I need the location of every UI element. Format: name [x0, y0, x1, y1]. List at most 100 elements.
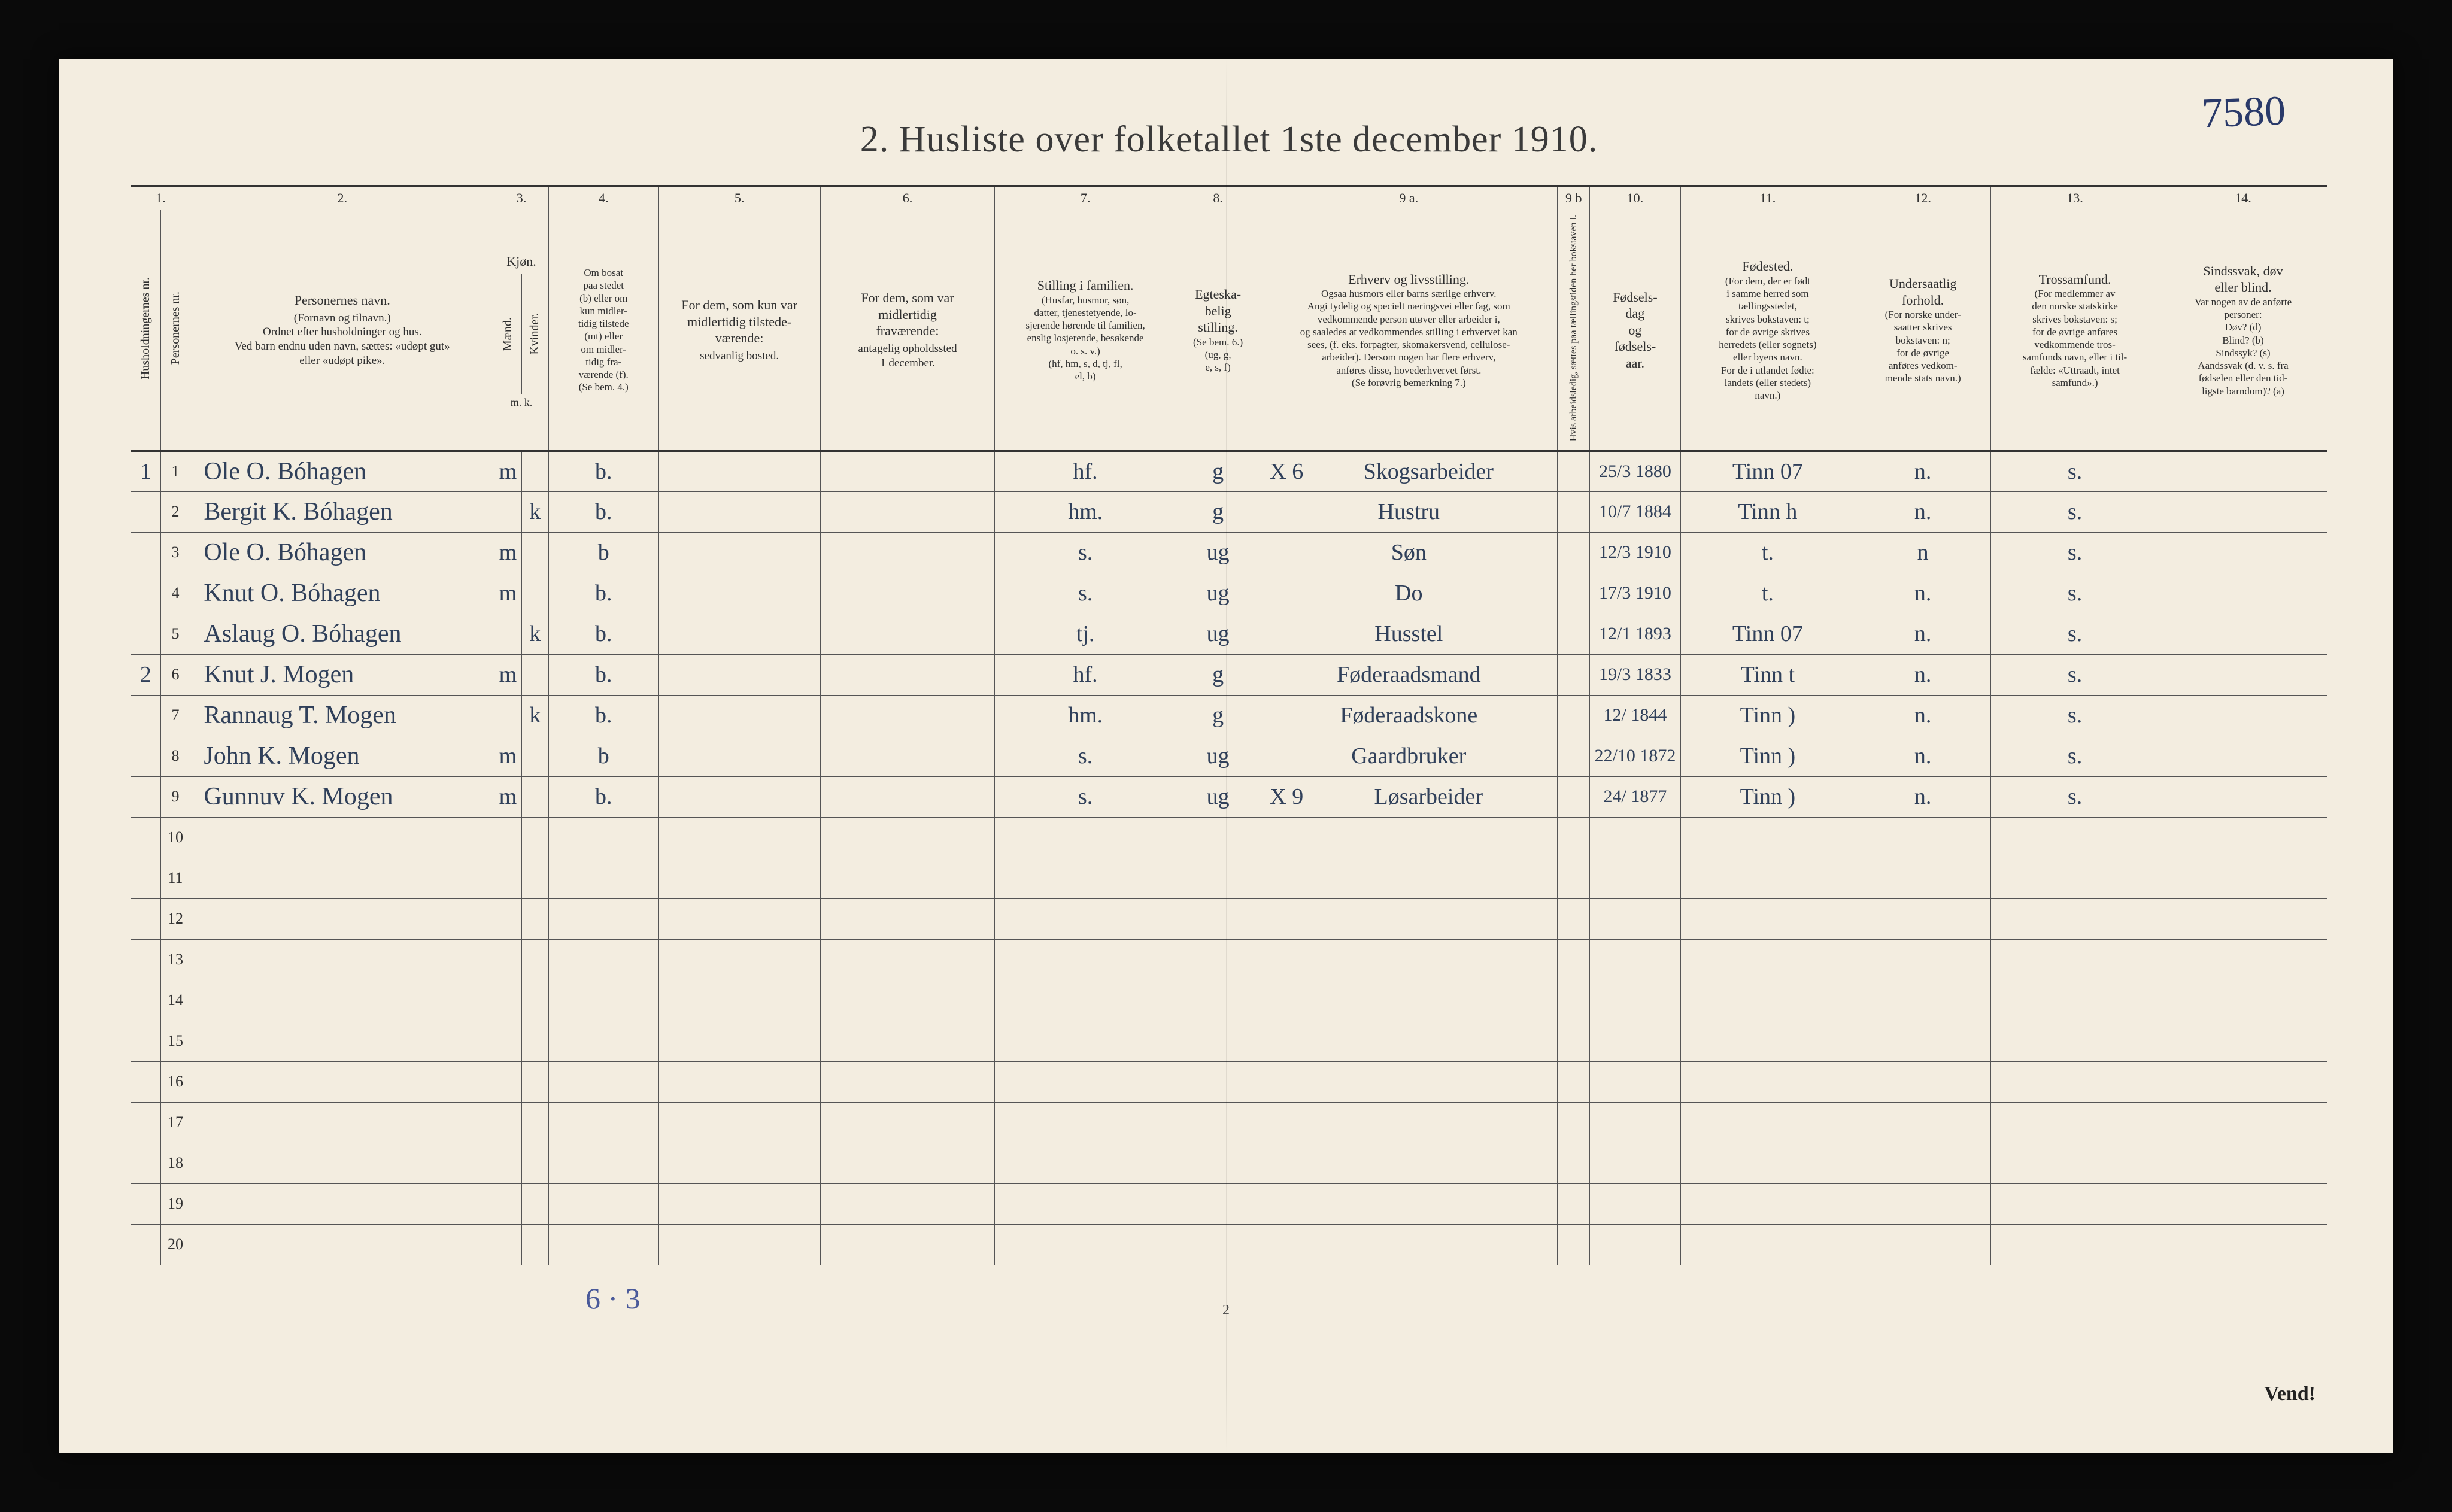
census-table: 1. 2. 3. 4. 5. 6. 7. 8. 9 a. 9 b 10. 11.…: [131, 185, 2327, 1265]
table-row: 5Aslaug O. Bóhagenkb.tj.ugHusstel12/1 18…: [131, 614, 2327, 654]
cell-empty: [1260, 858, 1558, 898]
cell-empty: [1176, 1102, 1260, 1143]
cell-temp-present: [658, 776, 820, 817]
cell-empty: [1991, 817, 2159, 858]
cell-sex-k: [521, 451, 548, 491]
cell-birthplace: Tinn t: [1680, 654, 1855, 695]
cell-empty: [1558, 1143, 1590, 1183]
table-row: 10: [131, 817, 2327, 858]
cell-religion: s.: [1991, 736, 2159, 776]
cell-empty: [658, 1143, 820, 1183]
cell-empty: [1855, 1183, 1991, 1224]
cell-family-pos: hm.: [995, 695, 1176, 736]
cell-religion: s.: [1991, 532, 2159, 573]
table-row: 8John K. Mogenmbs.ugGaardbruker22/10 187…: [131, 736, 2327, 776]
cell-empty: [1855, 858, 1991, 898]
cell-household-no: [131, 573, 161, 614]
cell-temp-absent: [820, 776, 995, 817]
cell-empty: [521, 1021, 548, 1061]
cell-temp-present: [658, 614, 820, 654]
cell-sex-k: k: [521, 695, 548, 736]
cell-person-no: 2: [160, 491, 190, 532]
cell-empty: [995, 980, 1176, 1021]
cell-nationality: n.: [1855, 614, 1991, 654]
cell-empty: [190, 1061, 494, 1102]
cell-empty: [820, 817, 995, 858]
cell-name: Bergit K. Bóhagen: [190, 491, 494, 532]
cell-household-no: [131, 898, 161, 939]
cell-person-no: 3: [160, 532, 190, 573]
cell-unemployed: [1558, 532, 1590, 573]
cell-empty: [1991, 939, 2159, 980]
header-row: Husholdningernes nr. Personernes nr. Per…: [131, 210, 2327, 451]
cell-temp-present: [658, 451, 820, 491]
colnum-14: 14.: [2159, 186, 2327, 210]
hdr-unemployed: Hvis arbeidsledig, sættes paa tællingsti…: [1558, 210, 1590, 451]
footer-annotation: 6 · 3: [585, 1281, 641, 1316]
cell-person-no: 4: [160, 573, 190, 614]
cell-empty: [1558, 858, 1590, 898]
cell-empty: [548, 1183, 658, 1224]
cell-family-pos: hm.: [995, 491, 1176, 532]
cell-empty: [1680, 817, 1855, 858]
cell-empty: [1558, 898, 1590, 939]
cell-household-no: [131, 1183, 161, 1224]
cell-empty: [658, 1102, 820, 1143]
cell-empty: [2159, 1102, 2327, 1143]
cell-sex-m: m: [494, 776, 521, 817]
cell-birthplace: Tinn h: [1680, 491, 1855, 532]
cell-household-no: 2: [131, 654, 161, 695]
cell-empty: [1558, 1021, 1590, 1061]
cell-empty: [190, 1102, 494, 1143]
colnum-11: 11.: [1680, 186, 1855, 210]
cell-empty: [494, 1061, 521, 1102]
cell-marital: g: [1176, 654, 1260, 695]
cell-empty: [521, 1143, 548, 1183]
cell-sex-m: m: [494, 654, 521, 695]
cell-household-no: [131, 1102, 161, 1143]
cell-empty: [1991, 980, 2159, 1021]
hdr-disability: Sindssvak, døv eller blind. Var nogen av…: [2159, 210, 2327, 451]
cell-birthdate: 25/3 1880: [1590, 451, 1680, 491]
cell-empty: [2159, 817, 2327, 858]
hdr-birthdate: Fødsels- dag og fødsels- aar.: [1590, 210, 1680, 451]
cell-empty: [494, 1102, 521, 1143]
hdr-religion: Trossamfund. (For medlemmer av den norsk…: [1991, 210, 2159, 451]
cell-sex-m: [494, 491, 521, 532]
corner-annotation: 7580: [2201, 87, 2287, 138]
cell-empty: [1680, 1183, 1855, 1224]
cell-empty: [820, 1143, 995, 1183]
cell-person-no: 5: [160, 614, 190, 654]
colnum-3: 3.: [494, 186, 549, 210]
cell-empty: [658, 939, 820, 980]
cell-birthdate: 12/ 1844: [1590, 695, 1680, 736]
table-row: 15: [131, 1021, 2327, 1061]
cell-household-no: 1: [131, 451, 161, 491]
cell-religion: s.: [1991, 451, 2159, 491]
cell-empty: [548, 858, 658, 898]
cell-empty: [521, 1061, 548, 1102]
cell-empty: [658, 1183, 820, 1224]
cell-name: Knut J. Mogen: [190, 654, 494, 695]
cell-empty: [658, 858, 820, 898]
hdr-name: Personernes navn. (Fornavn og tilnavn.) …: [190, 210, 494, 451]
colnum-4: 4.: [548, 186, 658, 210]
cell-temp-present: [658, 573, 820, 614]
cell-person-no: 15: [160, 1021, 190, 1061]
cell-empty: [995, 858, 1176, 898]
cell-empty: [494, 817, 521, 858]
cell-empty: [820, 1224, 995, 1265]
cell-empty: [1260, 898, 1558, 939]
cell-occupation: Føderaadsmand: [1260, 654, 1558, 695]
cell-temp-absent: [820, 451, 995, 491]
cell-empty: [2159, 1021, 2327, 1061]
cell-disability: [2159, 654, 2327, 695]
cell-person-no: 13: [160, 939, 190, 980]
cell-empty: [2159, 1143, 2327, 1183]
hdr-birthplace: Fødested. (For dem, der er født i samme …: [1680, 210, 1855, 451]
cell-sex-k: [521, 736, 548, 776]
cell-family-pos: s.: [995, 532, 1176, 573]
cell-empty: [2159, 858, 2327, 898]
cell-empty: [1590, 1102, 1680, 1143]
cell-nationality: n.: [1855, 491, 1991, 532]
